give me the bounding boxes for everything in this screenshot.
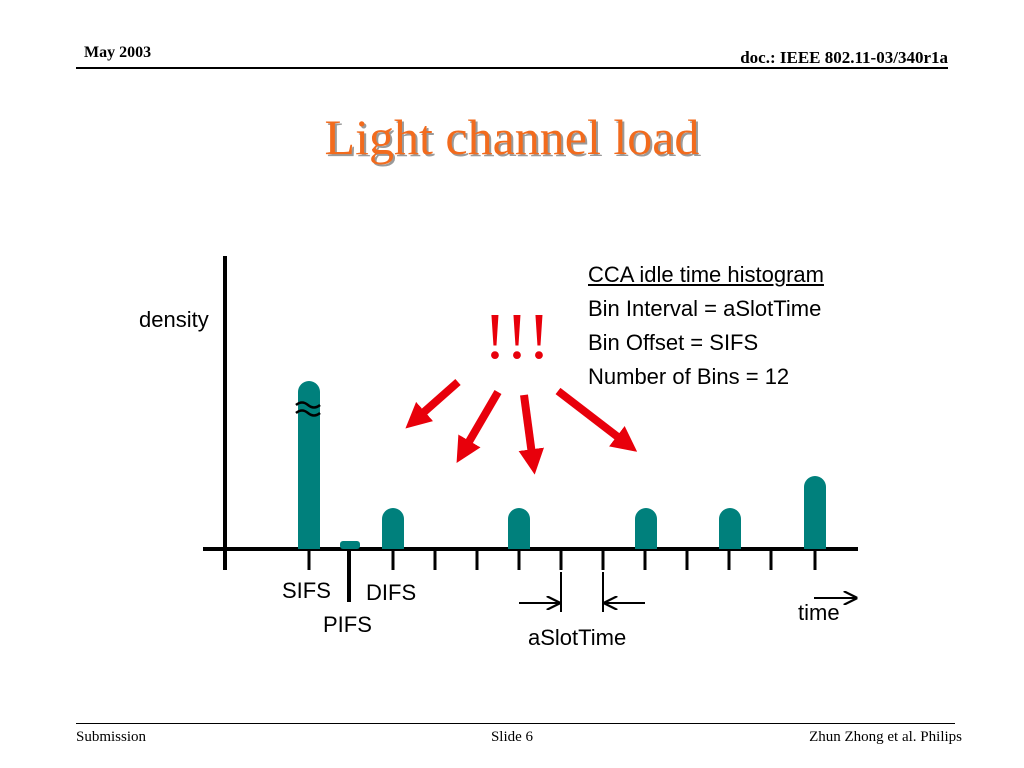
histogram-bars — [298, 381, 826, 549]
header-divider — [76, 67, 948, 69]
exclamation-marks: !!! — [484, 300, 550, 373]
red-arrow-2 — [456, 389, 502, 464]
bar-difs-base — [382, 536, 404, 549]
header-date: May 2003 — [84, 44, 152, 61]
bar-slot-8-base — [719, 536, 741, 549]
footer-authors: Zhun Zhong et al. Philips — [809, 729, 962, 745]
footer-divider — [76, 723, 955, 724]
x-axis-ticks — [307, 549, 817, 570]
aslot-dimension — [519, 572, 645, 612]
bar-slot-10-base — [804, 536, 826, 549]
red-arrow-4 — [555, 387, 638, 452]
bar-slot-6-base — [635, 536, 657, 549]
red-arrow-3 — [518, 394, 544, 475]
tick-label-difs: DIFS — [366, 580, 417, 605]
bar-sifs-base — [298, 536, 320, 549]
bar-sifs — [298, 381, 320, 549]
info-line: Number of Bins = 12 — [588, 364, 790, 389]
bar-pifs — [340, 541, 360, 549]
red-arrows — [405, 379, 638, 475]
bar-slot-3-base — [508, 536, 530, 549]
info-line: Bin Interval = aSlotTime — [588, 296, 822, 321]
axis-break-mark — [295, 401, 321, 417]
y-axis-label: density — [139, 307, 209, 332]
info-title: CCA idle time histogram — [588, 262, 824, 287]
header-doc-id: doc.: IEEE 802.11-03/340r1a — [740, 48, 948, 67]
slide-title: Light channel load — [324, 109, 700, 165]
footer-submission: Submission — [76, 729, 147, 745]
footer-slide-number: Slide 6 — [490, 729, 534, 745]
info-line: Bin Offset = SIFS — [588, 330, 759, 355]
aslot-label: aSlotTime — [528, 625, 627, 650]
bar-slot-10 — [804, 476, 826, 549]
red-arrow-1 — [405, 379, 461, 429]
histogram-info: CCA idle time histogram Bin Interval = a… — [588, 258, 824, 394]
x-axis-label: time — [798, 600, 840, 625]
tick-label-pifs: PIFS — [323, 612, 372, 637]
tick-label-sifs: SIFS — [282, 578, 331, 603]
